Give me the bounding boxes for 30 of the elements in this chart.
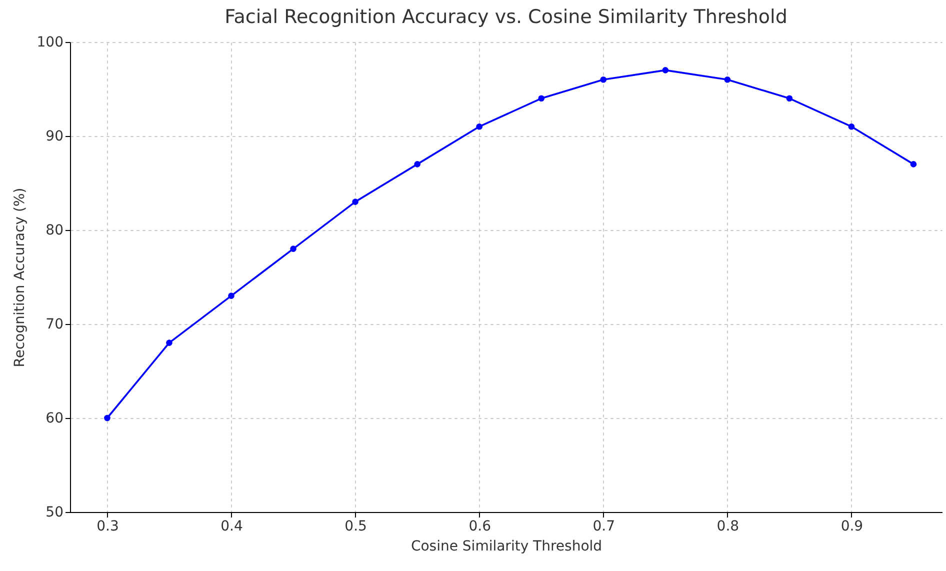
y-tick-label: 50 xyxy=(46,504,64,520)
point xyxy=(538,95,545,102)
y-tick-label: 70 xyxy=(46,316,64,332)
chart-title: Facial Recognition Accuracy vs. Cosine Similarity Threshold xyxy=(224,6,788,28)
x-tick-label: 0.4 xyxy=(220,518,243,534)
x-axis-title: Cosine Similarity Threshold xyxy=(410,538,602,554)
point xyxy=(414,161,420,168)
point xyxy=(352,198,358,205)
point xyxy=(476,123,482,130)
point xyxy=(104,414,110,422)
x-tick-label: 0.3 xyxy=(96,518,119,534)
point xyxy=(724,76,731,83)
x-tick-label: 0.9 xyxy=(840,518,864,534)
point xyxy=(910,161,917,168)
point xyxy=(228,292,234,299)
y-tick-label: 90 xyxy=(46,128,64,144)
x-tick-label: 0.8 xyxy=(716,518,740,534)
y-tick-label: 100 xyxy=(36,34,64,50)
point xyxy=(600,76,607,83)
y-tick-label: 60 xyxy=(46,410,64,426)
x-tick-label: 0.6 xyxy=(468,518,492,534)
x-tick-label: 0.5 xyxy=(344,518,367,534)
point xyxy=(662,67,669,74)
point xyxy=(166,340,172,346)
point xyxy=(786,95,793,102)
y-tick-label: 80 xyxy=(46,222,64,238)
x-tick-label: 0.7 xyxy=(592,518,616,534)
y-axis-title: Recognition Accuracy (%) xyxy=(12,188,28,368)
point xyxy=(290,246,296,252)
point xyxy=(848,123,855,130)
